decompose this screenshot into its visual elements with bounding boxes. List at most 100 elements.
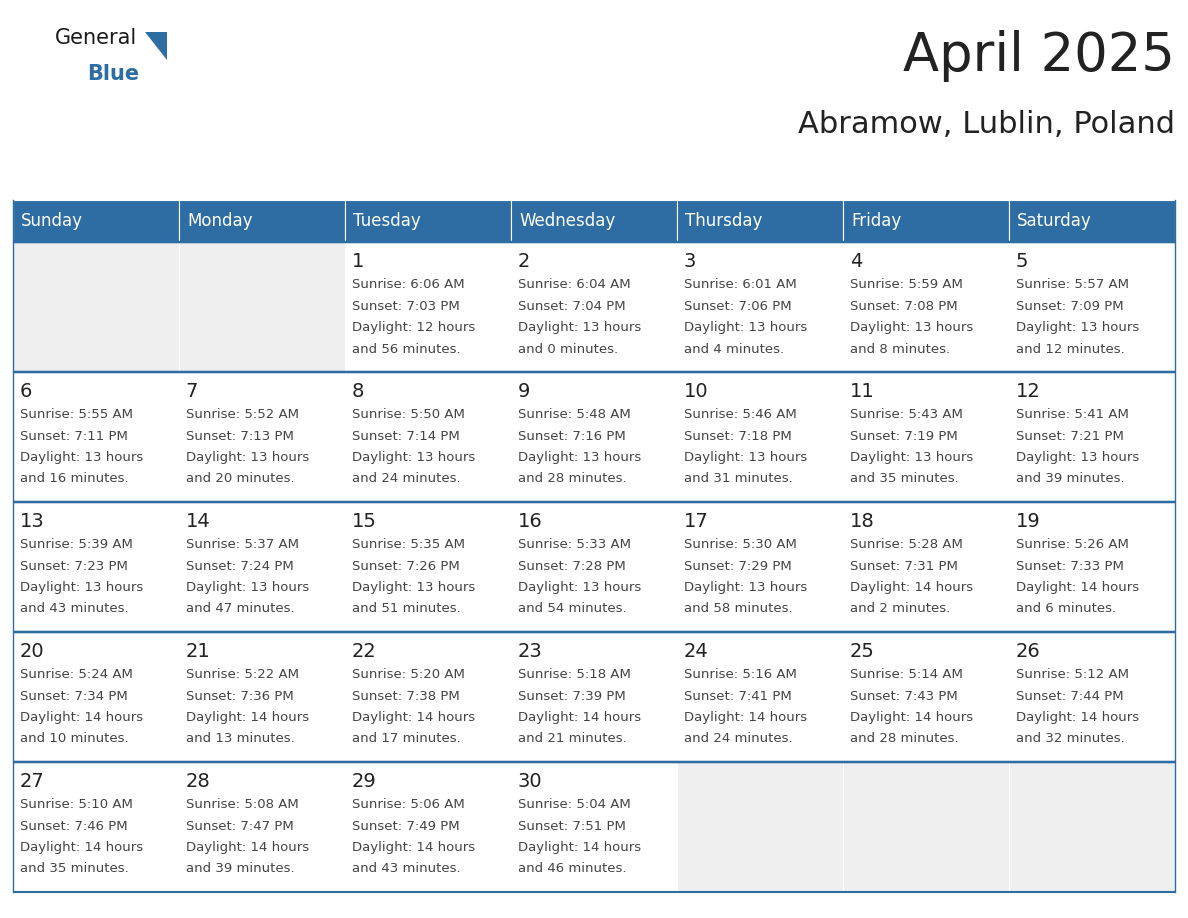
Bar (1009, 502, 1175, 632)
Text: 14: 14 (185, 512, 210, 531)
Text: Sunset: 7:39 PM: Sunset: 7:39 PM (518, 689, 625, 702)
Text: 20: 20 (20, 642, 44, 661)
Text: 26: 26 (1016, 642, 1041, 661)
Text: Sunset: 7:08 PM: Sunset: 7:08 PM (849, 299, 958, 312)
Text: Sunrise: 5:10 AM: Sunrise: 5:10 AM (20, 798, 133, 811)
Text: 13: 13 (20, 512, 44, 531)
Text: Sunrise: 5:14 AM: Sunrise: 5:14 AM (849, 668, 962, 681)
Text: Sunset: 7:46 PM: Sunset: 7:46 PM (20, 820, 127, 833)
Bar (345, 502, 511, 632)
Text: Sunrise: 6:04 AM: Sunrise: 6:04 AM (518, 278, 631, 291)
Text: Daylight: 14 hours: Daylight: 14 hours (20, 711, 143, 724)
Bar (179, 762, 345, 892)
Bar (1009, 372, 1175, 502)
Text: 25: 25 (849, 642, 874, 661)
Text: 18: 18 (849, 512, 874, 531)
Text: Daylight: 13 hours: Daylight: 13 hours (20, 451, 143, 464)
Text: Daylight: 14 hours: Daylight: 14 hours (849, 581, 973, 594)
Text: Sunset: 7:34 PM: Sunset: 7:34 PM (20, 689, 127, 702)
Bar (1009, 632, 1175, 762)
Text: and 35 minutes.: and 35 minutes. (20, 863, 128, 876)
Polygon shape (145, 32, 168, 60)
Text: Sunrise: 5:28 AM: Sunrise: 5:28 AM (849, 538, 962, 551)
Bar (677, 632, 843, 762)
Text: Daylight: 13 hours: Daylight: 13 hours (683, 581, 807, 594)
Text: Sunset: 7:33 PM: Sunset: 7:33 PM (1016, 559, 1124, 573)
Text: 23: 23 (518, 642, 543, 661)
Bar (677, 502, 843, 632)
Bar (13, 200, 179, 242)
Text: and 58 minutes.: and 58 minutes. (683, 602, 792, 615)
Bar (511, 762, 677, 892)
Text: Tuesday: Tuesday (353, 212, 421, 230)
Text: Sunrise: 5:39 AM: Sunrise: 5:39 AM (20, 538, 133, 551)
Text: Abramow, Lublin, Poland: Abramow, Lublin, Poland (798, 110, 1175, 139)
Text: Sunrise: 5:04 AM: Sunrise: 5:04 AM (518, 798, 631, 811)
Text: Sunrise: 5:35 AM: Sunrise: 5:35 AM (352, 538, 465, 551)
Text: 19: 19 (1016, 512, 1041, 531)
Bar (345, 372, 511, 502)
Text: and 54 minutes.: and 54 minutes. (518, 602, 626, 615)
Bar (677, 242, 843, 372)
Text: Sunset: 7:47 PM: Sunset: 7:47 PM (185, 820, 293, 833)
Text: 7: 7 (185, 382, 198, 401)
Text: Sunrise: 6:06 AM: Sunrise: 6:06 AM (352, 278, 465, 291)
Text: Daylight: 13 hours: Daylight: 13 hours (1016, 451, 1139, 464)
Text: Daylight: 13 hours: Daylight: 13 hours (683, 451, 807, 464)
Text: Daylight: 14 hours: Daylight: 14 hours (1016, 581, 1139, 594)
Text: Sunset: 7:44 PM: Sunset: 7:44 PM (1016, 689, 1124, 702)
Bar (843, 372, 1009, 502)
Text: Sunrise: 5:43 AM: Sunrise: 5:43 AM (849, 408, 962, 421)
Text: and 0 minutes.: and 0 minutes. (518, 342, 618, 355)
Text: Daylight: 14 hours: Daylight: 14 hours (849, 711, 973, 724)
Text: 11: 11 (849, 382, 874, 401)
Text: 3: 3 (683, 252, 696, 271)
Text: 27: 27 (20, 772, 44, 791)
Text: Daylight: 13 hours: Daylight: 13 hours (518, 451, 640, 464)
Text: and 39 minutes.: and 39 minutes. (185, 863, 295, 876)
Text: Daylight: 14 hours: Daylight: 14 hours (185, 841, 309, 854)
Bar (179, 372, 345, 502)
Text: Sunset: 7:26 PM: Sunset: 7:26 PM (352, 559, 460, 573)
Text: Sunset: 7:38 PM: Sunset: 7:38 PM (352, 689, 460, 702)
Text: and 43 minutes.: and 43 minutes. (352, 863, 460, 876)
Bar (1009, 762, 1175, 892)
Text: Sunrise: 5:26 AM: Sunrise: 5:26 AM (1016, 538, 1129, 551)
Text: 8: 8 (352, 382, 364, 401)
Text: and 21 minutes.: and 21 minutes. (518, 733, 626, 745)
Text: Friday: Friday (852, 212, 902, 230)
Bar (843, 200, 1009, 242)
Text: Sunrise: 5:59 AM: Sunrise: 5:59 AM (849, 278, 962, 291)
Text: Sunrise: 5:37 AM: Sunrise: 5:37 AM (185, 538, 298, 551)
Text: and 39 minutes.: and 39 minutes. (1016, 473, 1124, 486)
Text: Sunrise: 6:01 AM: Sunrise: 6:01 AM (683, 278, 796, 291)
Bar (179, 242, 345, 372)
Text: and 12 minutes.: and 12 minutes. (1016, 342, 1124, 355)
Bar (843, 632, 1009, 762)
Text: 16: 16 (518, 512, 543, 531)
Bar (13, 242, 179, 372)
Bar (677, 200, 843, 242)
Text: April 2025: April 2025 (903, 30, 1175, 82)
Text: and 6 minutes.: and 6 minutes. (1016, 602, 1116, 615)
Bar (843, 242, 1009, 372)
Text: Sunset: 7:31 PM: Sunset: 7:31 PM (849, 559, 958, 573)
Text: 9: 9 (518, 382, 530, 401)
Text: 30: 30 (518, 772, 542, 791)
Text: Sunrise: 5:55 AM: Sunrise: 5:55 AM (20, 408, 133, 421)
Text: Sunrise: 5:16 AM: Sunrise: 5:16 AM (683, 668, 796, 681)
Text: and 56 minutes.: and 56 minutes. (352, 342, 460, 355)
Text: Daylight: 14 hours: Daylight: 14 hours (185, 711, 309, 724)
Text: Saturday: Saturday (1017, 212, 1092, 230)
Text: and 32 minutes.: and 32 minutes. (1016, 733, 1124, 745)
Bar (13, 372, 179, 502)
Text: Sunset: 7:06 PM: Sunset: 7:06 PM (683, 299, 791, 312)
Text: Sunset: 7:13 PM: Sunset: 7:13 PM (185, 430, 293, 442)
Bar (511, 502, 677, 632)
Text: and 31 minutes.: and 31 minutes. (683, 473, 792, 486)
Text: Sunrise: 5:22 AM: Sunrise: 5:22 AM (185, 668, 298, 681)
Text: Sunrise: 5:57 AM: Sunrise: 5:57 AM (1016, 278, 1129, 291)
Text: Sunset: 7:28 PM: Sunset: 7:28 PM (518, 559, 625, 573)
Text: Sunrise: 5:18 AM: Sunrise: 5:18 AM (518, 668, 631, 681)
Text: Daylight: 12 hours: Daylight: 12 hours (352, 321, 475, 334)
